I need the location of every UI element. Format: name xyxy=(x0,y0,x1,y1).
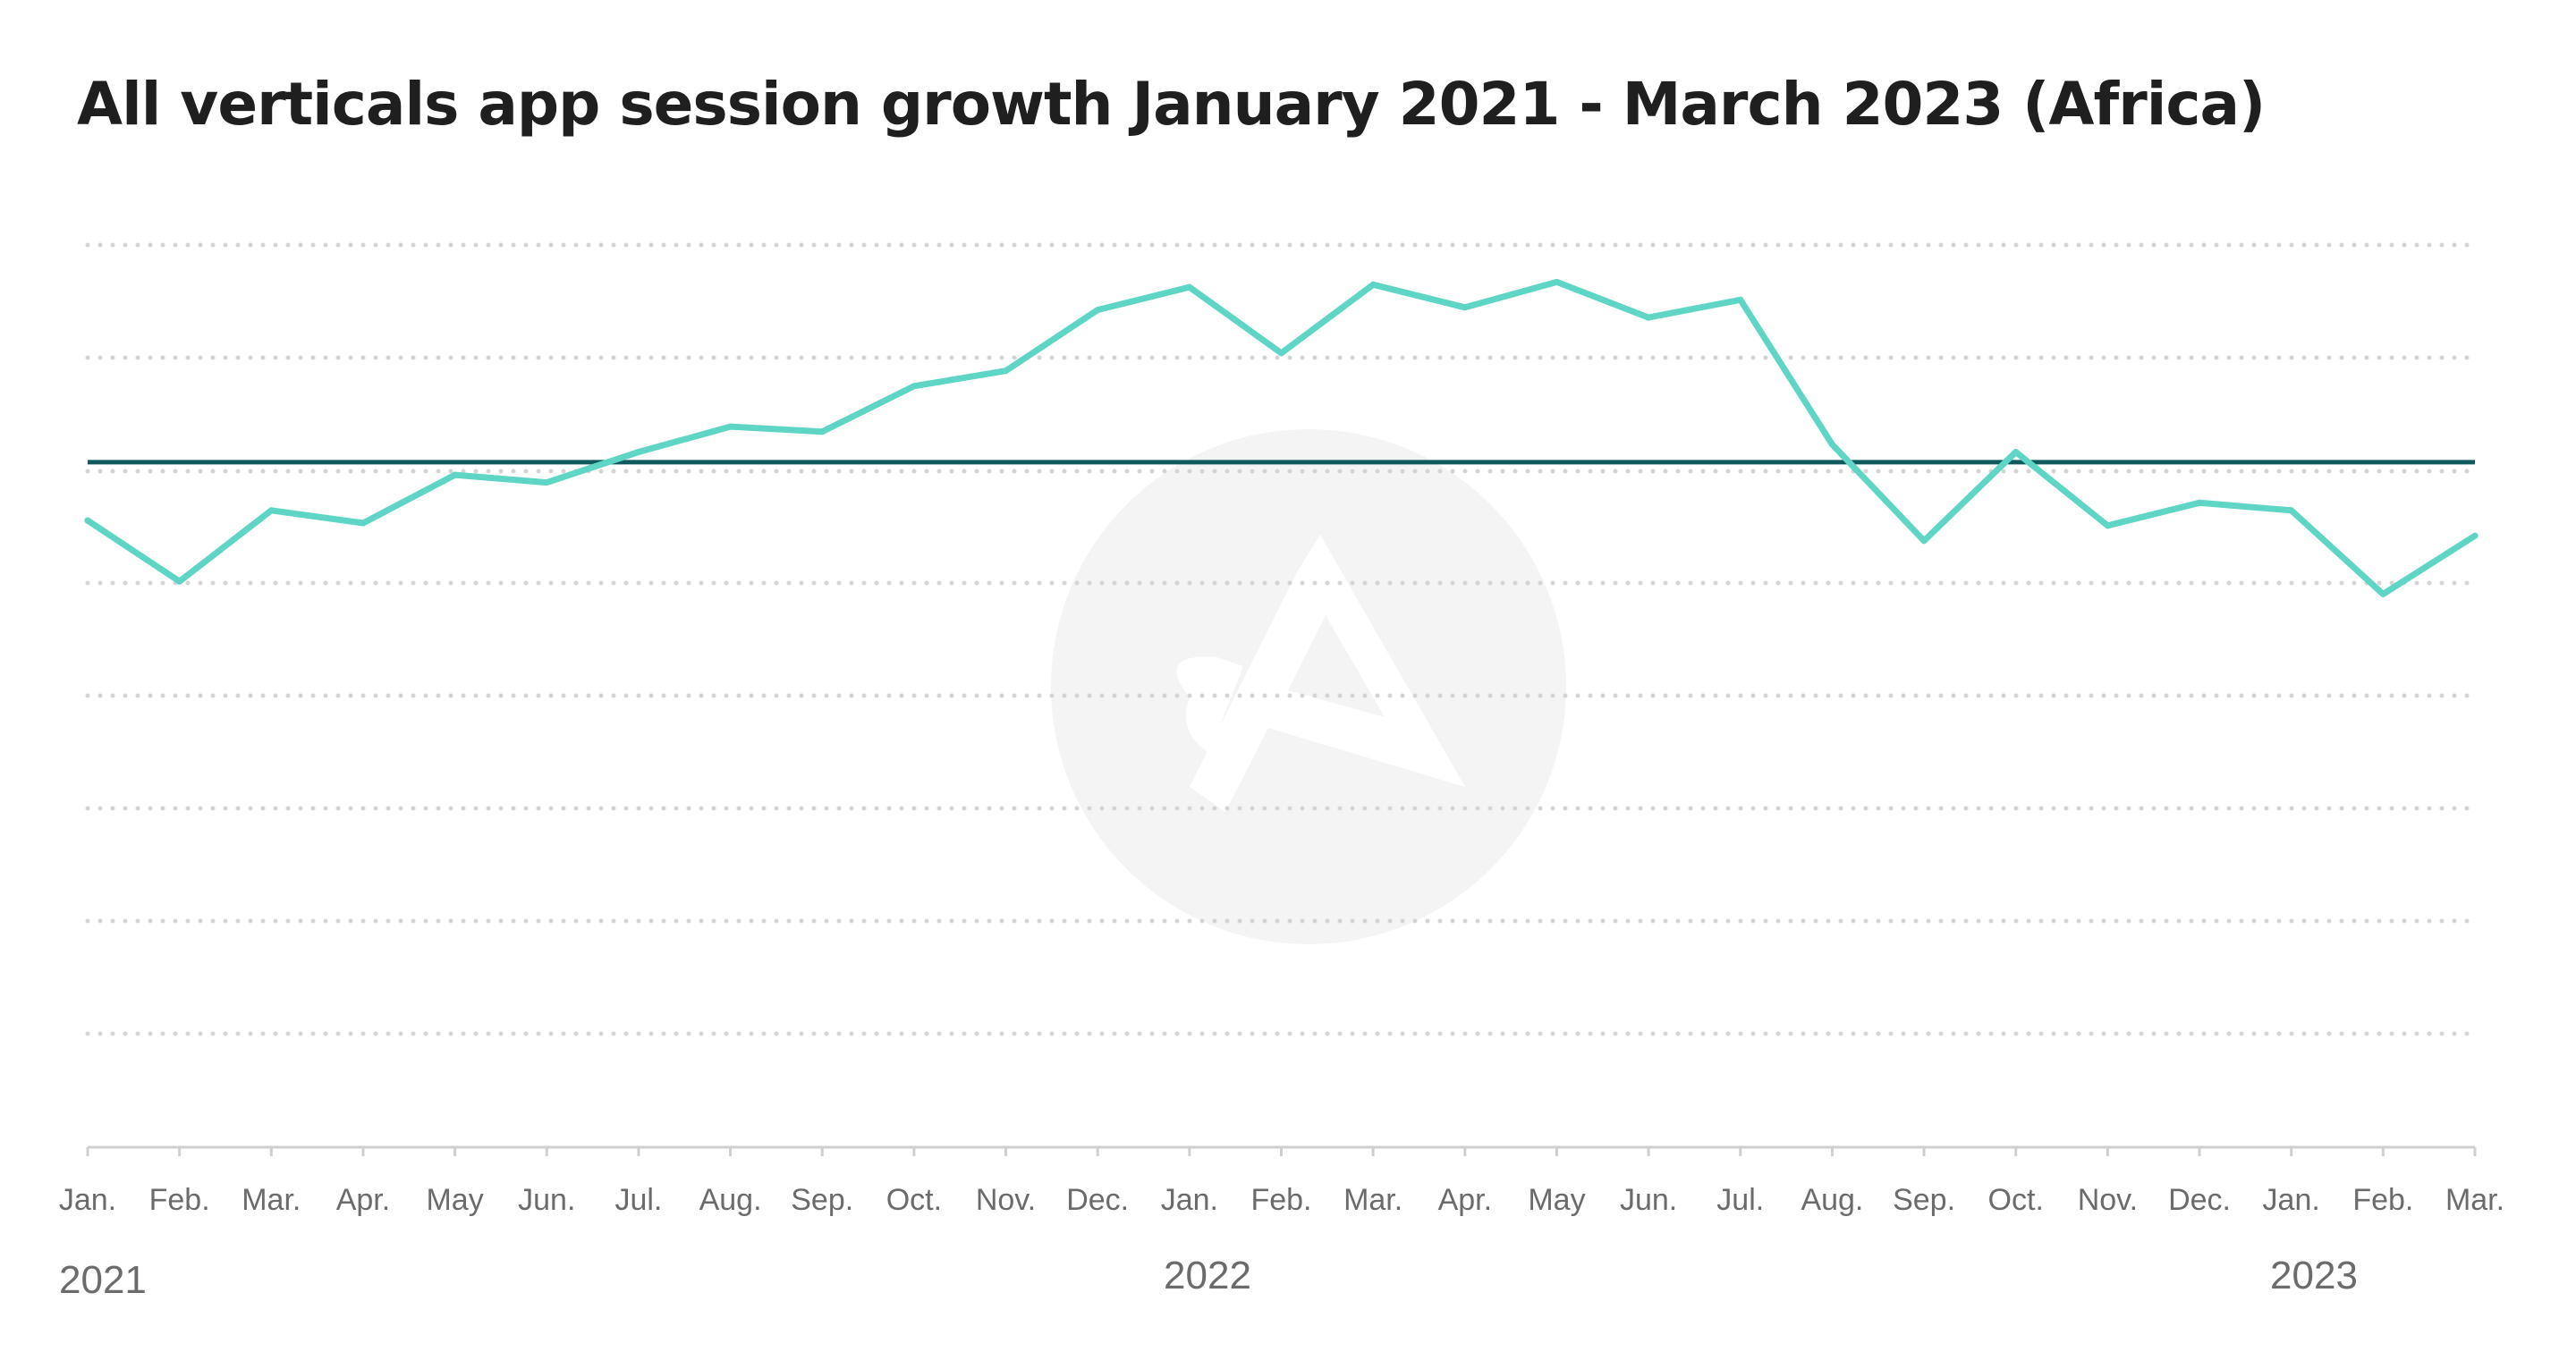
x-tick-label-1: Feb. xyxy=(149,1183,210,1217)
adjust-logo-icon xyxy=(1051,429,1566,944)
x-tick-label-14: Mar. xyxy=(1343,1183,1402,1217)
x-tick-label-23: Dec. xyxy=(2168,1183,2231,1217)
data-point-6 xyxy=(635,449,642,456)
x-tick-label-21: Oct. xyxy=(1988,1183,2044,1217)
year-label-2021: 2021 xyxy=(59,1258,147,1302)
data-point-21 xyxy=(2012,449,2020,456)
x-tick-label-3: Apr. xyxy=(336,1183,390,1217)
x-tick-label-8: Sep. xyxy=(791,1183,853,1217)
data-point-1 xyxy=(176,578,183,585)
data-point-10 xyxy=(1003,368,1010,375)
x-tick-label-16: May xyxy=(1528,1183,1585,1217)
data-point-19 xyxy=(1828,441,1835,448)
year-label-2022: 2022 xyxy=(1164,1254,1251,1297)
x-tick-label-24: Jan. xyxy=(2263,1183,2320,1217)
x-tick-label-17: Jun. xyxy=(1620,1183,1677,1217)
x-tick-label-20: Sep. xyxy=(1893,1183,1955,1217)
x-tick-label-15: Apr. xyxy=(1438,1183,1492,1217)
data-point-11 xyxy=(1094,307,1101,314)
data-point-17 xyxy=(1645,314,1652,321)
data-point-5 xyxy=(543,479,550,486)
data-point-9 xyxy=(911,383,918,390)
data-point-3 xyxy=(360,520,367,527)
data-point-18 xyxy=(1737,296,1744,303)
x-tick-label-9: Oct. xyxy=(886,1183,942,1217)
data-point-26 xyxy=(2471,532,2479,539)
x-tick-label-18: Jul. xyxy=(1716,1183,1764,1217)
data-point-12 xyxy=(1186,283,1193,291)
x-tick-label-12: Jan. xyxy=(1161,1183,1218,1217)
data-point-25 xyxy=(2379,590,2386,597)
data-point-4 xyxy=(452,471,459,478)
data-point-16 xyxy=(1553,278,1560,285)
data-point-7 xyxy=(727,423,734,430)
x-tick-label-26: Mar. xyxy=(2445,1183,2504,1217)
x-tick-label-10: Nov. xyxy=(976,1183,1036,1217)
data-point-13 xyxy=(1278,350,1284,357)
x-tick-label-6: Jul. xyxy=(614,1183,662,1217)
x-tick-label-13: Feb. xyxy=(1250,1183,1311,1217)
data-point-23 xyxy=(2196,499,2203,506)
x-tick-label-25: Feb. xyxy=(2352,1183,2413,1217)
x-tick-label-4: May xyxy=(426,1183,483,1217)
data-point-14 xyxy=(1369,281,1377,288)
data-point-24 xyxy=(2288,507,2295,514)
data-point-2 xyxy=(267,507,275,514)
series-line xyxy=(84,278,2479,597)
x-tick-labels: Jan. Feb. Mar. Apr. May Jun. Jul. Aug. Sep. Oct. N… xyxy=(59,1183,2504,1217)
x-tick-label-22: Nov. xyxy=(2078,1183,2138,1217)
data-point-8 xyxy=(818,428,826,435)
x-tick-label-19: Aug. xyxy=(1801,1183,1863,1217)
x-tick-label-5: Jun. xyxy=(518,1183,575,1217)
x-tick-label-11: Dec. xyxy=(1066,1183,1129,1217)
data-point-0 xyxy=(84,517,91,524)
data-point-22 xyxy=(2104,522,2111,529)
x-tick-label-7: Aug. xyxy=(699,1183,762,1217)
data-point-20 xyxy=(1920,537,1928,545)
year-labels: 2021 2022 2023 xyxy=(59,1254,2358,1302)
year-label-2023: 2023 xyxy=(2270,1254,2358,1297)
x-tick-label-0: Jan. xyxy=(59,1183,116,1217)
x-axis xyxy=(86,1145,2477,1156)
x-tick-label-2: Mar. xyxy=(242,1183,301,1217)
gridlines xyxy=(85,242,2478,1036)
data-point-15 xyxy=(1462,304,1469,311)
chart-title: All verticals app session growth January… xyxy=(77,70,2266,139)
